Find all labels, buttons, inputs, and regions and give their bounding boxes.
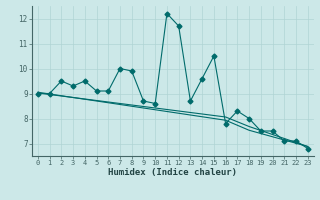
- X-axis label: Humidex (Indice chaleur): Humidex (Indice chaleur): [108, 168, 237, 177]
